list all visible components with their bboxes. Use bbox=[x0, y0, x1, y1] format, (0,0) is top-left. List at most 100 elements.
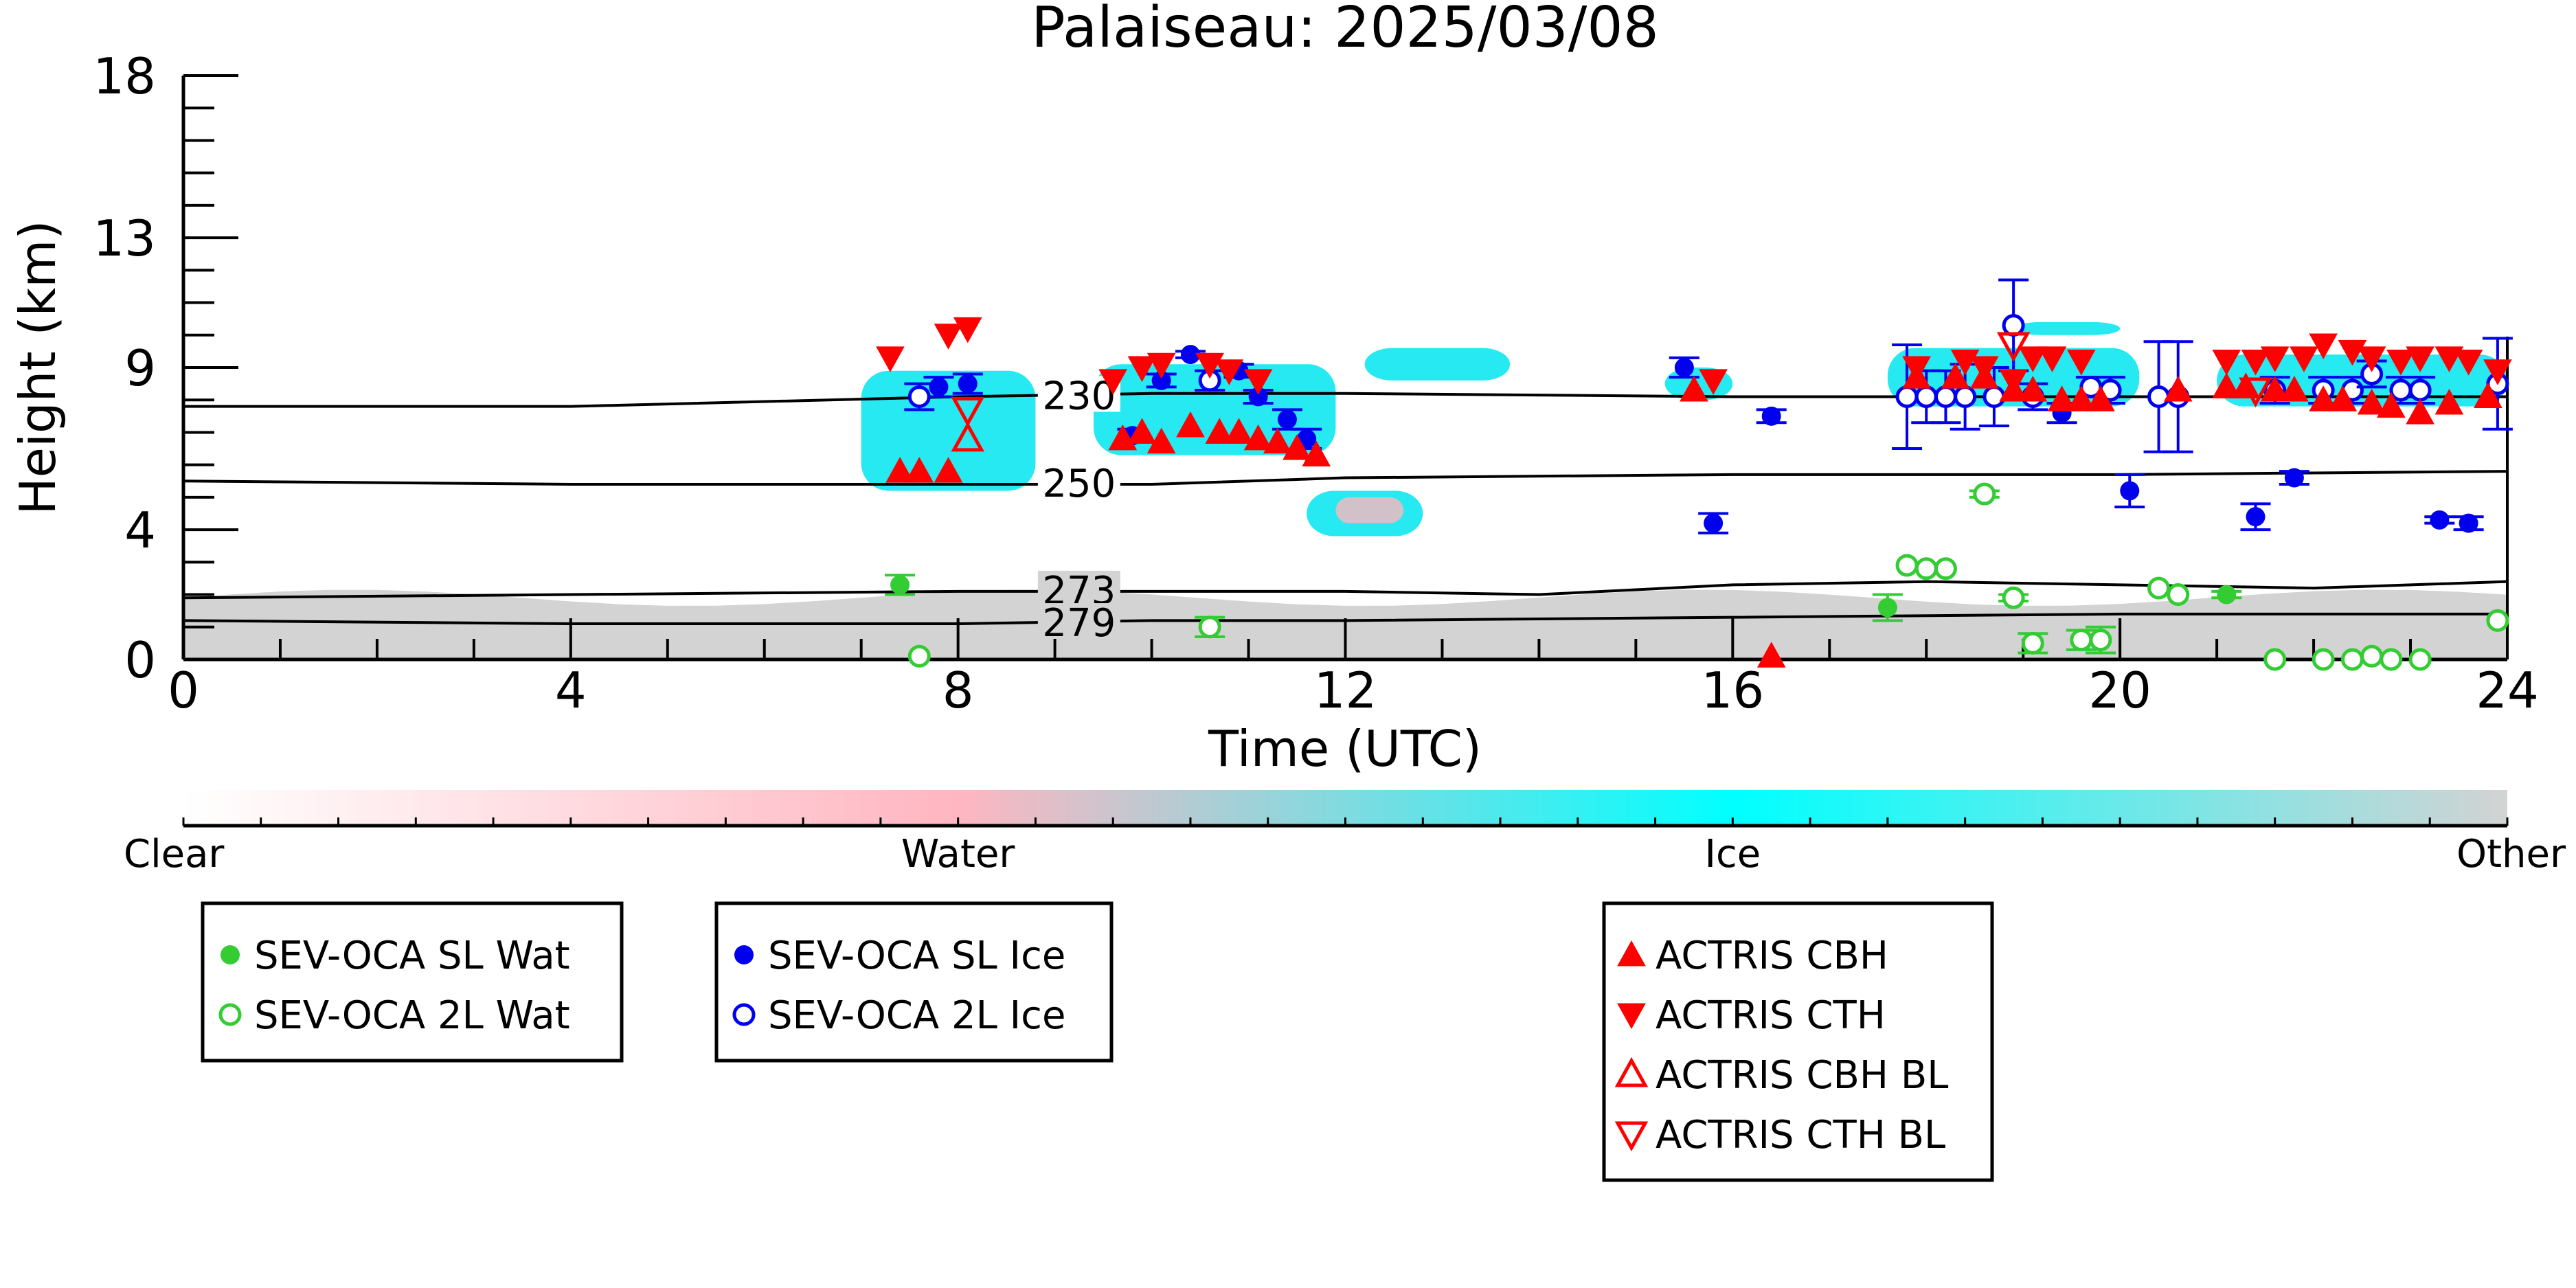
marker-point bbox=[1263, 427, 1292, 454]
marker-point bbox=[2408, 648, 2432, 671]
marker-point bbox=[734, 945, 754, 964]
marker-point bbox=[1895, 385, 1919, 408]
isotherm-label: 250 bbox=[1042, 462, 1116, 506]
retrieval-markers bbox=[876, 278, 2513, 671]
marker-point bbox=[2086, 385, 2115, 411]
legend-frame bbox=[1602, 901, 1994, 1182]
marker-point bbox=[2357, 388, 2386, 415]
marker-point bbox=[2018, 376, 2048, 402]
marker-point bbox=[2473, 382, 2502, 408]
x-tick-label: 24 bbox=[2476, 662, 2539, 719]
isotherm-line bbox=[183, 392, 2507, 408]
marker-point bbox=[2239, 377, 2272, 408]
y-tick-label: 18 bbox=[93, 47, 156, 105]
isotherm-label-bg bbox=[1037, 464, 1120, 499]
chart-title: Palaiseau: 2025/03/08 bbox=[1031, 0, 1659, 60]
isotherm-label-bg bbox=[1037, 570, 1120, 607]
marker-point bbox=[2260, 346, 2290, 372]
marker-point bbox=[1146, 352, 1176, 379]
marker-point bbox=[1617, 940, 1646, 967]
marker-point bbox=[1877, 598, 1897, 618]
marker-point bbox=[2309, 333, 2338, 359]
marker-point bbox=[1098, 369, 1128, 395]
x-tick-label: 20 bbox=[2088, 662, 2151, 719]
marker-point bbox=[1198, 615, 1221, 639]
marker-point bbox=[2212, 372, 2241, 398]
marker-point bbox=[934, 324, 963, 350]
x-tick-label: 4 bbox=[555, 662, 587, 719]
marker-point bbox=[953, 317, 982, 343]
marker-point bbox=[2070, 629, 2093, 652]
marker-point bbox=[2408, 379, 2432, 402]
marker-point bbox=[1176, 411, 1205, 438]
marker-point bbox=[2120, 481, 2140, 501]
marker-point bbox=[2002, 314, 2025, 337]
marker-point bbox=[876, 346, 905, 372]
marker-point bbox=[2260, 376, 2290, 402]
marker-point bbox=[1704, 513, 1724, 533]
legend-entry-label: SEV-OCA 2L Wat bbox=[254, 993, 570, 1038]
marker-point bbox=[1224, 418, 1254, 444]
marker-point bbox=[2459, 513, 2478, 533]
marker-point bbox=[2037, 346, 2067, 372]
y-tick-label: 4 bbox=[124, 501, 156, 559]
marker-point bbox=[2089, 629, 2112, 652]
legend: SEV-OCA SL Wat SEV-OCA 2L Wat SEV-OCA SL I… bbox=[201, 901, 1994, 1182]
marker-point bbox=[2066, 350, 2096, 376]
marker-point bbox=[2406, 398, 2434, 425]
marker-point bbox=[1934, 557, 1957, 580]
colorbar-label: Other bbox=[2456, 832, 2566, 877]
marker-point bbox=[958, 374, 978, 394]
marker-point bbox=[1214, 359, 1244, 385]
isotherm-label: 279 bbox=[1042, 601, 1116, 646]
marker-point bbox=[2389, 379, 2413, 402]
legend-entry-label: SEV-OCA 2L Ice bbox=[768, 993, 1065, 1038]
marker-point bbox=[2284, 468, 2304, 488]
axes: 0 4 9 13 18 0 4 8 12 16 20 24 bbox=[93, 47, 2538, 719]
ice-cloud-region bbox=[1364, 348, 1511, 381]
marker-point bbox=[1205, 418, 1234, 444]
isotherm-line bbox=[183, 470, 2507, 486]
marker-point bbox=[929, 377, 949, 397]
ice-cloud-region bbox=[861, 370, 1036, 491]
isotherm-label-bg bbox=[1037, 603, 1120, 640]
ice-cloud-region bbox=[2013, 321, 2121, 335]
y-tick-label: 0 bbox=[124, 631, 156, 689]
marker-point bbox=[1614, 1057, 1649, 1087]
marker-point bbox=[2377, 392, 2406, 418]
phase-colorbar: Clear Water Ice Other bbox=[124, 790, 2566, 877]
legend-entry-label: ACTRIS CBH bbox=[1656, 934, 1888, 978]
marker-point bbox=[2312, 648, 2335, 671]
marker-point bbox=[2163, 376, 2193, 402]
marker-point bbox=[1674, 358, 1694, 377]
marker-point bbox=[1243, 424, 1273, 451]
marker-point bbox=[2328, 385, 2358, 411]
y-tick-label: 13 bbox=[93, 210, 156, 267]
marker-point bbox=[907, 385, 931, 408]
marker-point bbox=[1999, 369, 2028, 395]
marker-point bbox=[2167, 583, 2190, 607]
legend-box: ACTRIS CBH ACTRIS CTH ACTRIS CBH BL ACTRIS … bbox=[1602, 901, 1994, 1182]
marker-point bbox=[2021, 631, 2044, 655]
marker-point bbox=[2486, 609, 2509, 632]
marker-point bbox=[1283, 434, 1311, 460]
marker-point bbox=[2360, 644, 2384, 668]
x-tick-label: 16 bbox=[1702, 662, 1765, 719]
marker-point bbox=[951, 396, 985, 427]
marker-point bbox=[2212, 350, 2241, 376]
marker-point bbox=[2018, 346, 2048, 372]
series-sev-oca-sl-wat bbox=[885, 574, 2242, 622]
marker-point bbox=[2290, 346, 2318, 372]
y-tick-label: 9 bbox=[124, 339, 156, 397]
marker-point bbox=[1146, 427, 1176, 454]
marker-point bbox=[1302, 440, 1331, 466]
marker-point bbox=[2147, 385, 2171, 408]
marker-point bbox=[2280, 376, 2309, 402]
marker-point bbox=[1699, 369, 1728, 395]
marker-point bbox=[221, 945, 240, 964]
legend-entry-label: SEV-OCA SL Ice bbox=[768, 934, 1065, 978]
marker-point bbox=[1243, 369, 1273, 395]
marker-point bbox=[905, 457, 934, 483]
colorbar-label: Clear bbox=[124, 832, 225, 877]
